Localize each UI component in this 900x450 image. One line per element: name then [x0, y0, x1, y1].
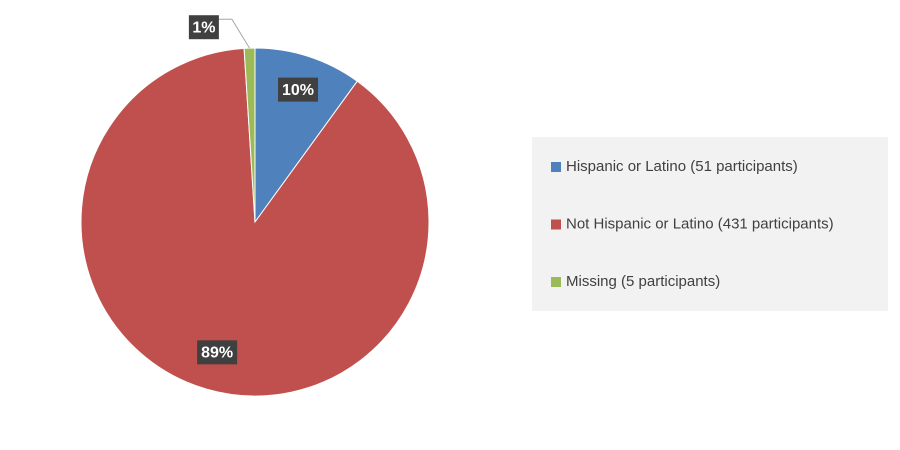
- pie-slice: [80, 47, 430, 397]
- value-label: 89%: [201, 345, 233, 362]
- legend-label: Missing (5 participants): [566, 273, 720, 290]
- legend-swatch: [551, 162, 561, 172]
- leader-line: [218, 18, 250, 49]
- legend-swatch: [551, 277, 561, 287]
- legend-label: Hispanic or Latino (51 participants): [566, 158, 798, 175]
- value-label-box: [188, 15, 219, 40]
- value-label-box: [197, 340, 238, 365]
- legend-swatch: [551, 219, 561, 230]
- legend-box: [532, 137, 888, 311]
- value-label-box: [278, 77, 319, 102]
- value-label: 10%: [282, 82, 314, 99]
- legend-label: Not Hispanic or Latino (431 participants…: [566, 215, 834, 232]
- value-label: 1%: [192, 19, 215, 36]
